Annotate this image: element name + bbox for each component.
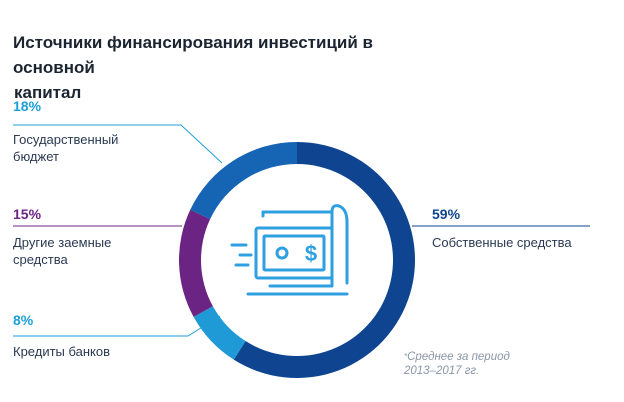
bank-credits-percent: 8% (13, 312, 34, 328)
own-funds-label: Собственные средства (432, 235, 572, 250)
donut-segment-4 (190, 142, 297, 220)
budget-percent: 18% (13, 98, 42, 114)
other-borrowed-label: Другие заемные средства (13, 235, 112, 267)
footnote: *Среднее за период 2013–2017 гг. (404, 351, 510, 377)
donut-segment-3 (179, 209, 213, 317)
budget-label: Государственный бюджет (13, 132, 119, 164)
leader-line-credits (13, 315, 221, 337)
dollar-sign: $ (305, 241, 317, 266)
leader-line-budget (13, 124, 223, 164)
donut-segment-2 (193, 306, 246, 360)
other-borrowed-percent: 15% (13, 206, 42, 222)
donut-segment-1 (233, 142, 415, 378)
chart-title: Источники финансирования инвестиций в ос… (13, 33, 373, 102)
bank-credits-label: Кредиты банков (13, 344, 111, 359)
own-funds-percent: 59% (432, 206, 461, 222)
money-bill-icon (230, 204, 349, 296)
